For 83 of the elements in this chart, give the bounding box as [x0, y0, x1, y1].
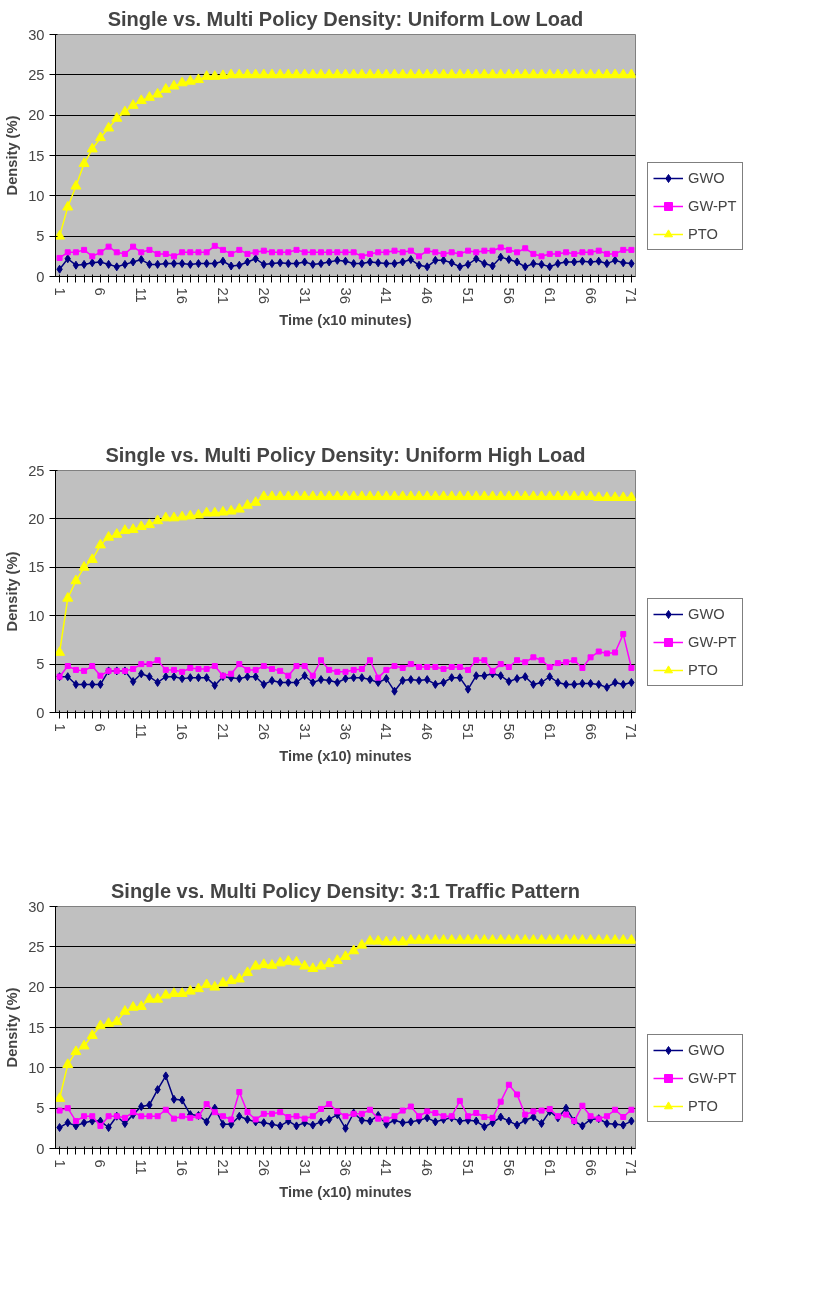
x-tick-label: 41 — [378, 1159, 395, 1176]
y-tick-label: 30 — [28, 26, 45, 43]
y-tick-label: 15 — [28, 1019, 45, 1036]
x-tick-label: 46 — [419, 723, 436, 740]
legend-label: GW-PT — [688, 1070, 737, 1086]
x-tick-label: 6 — [92, 723, 109, 732]
y-axis-title: Density (%) — [4, 551, 21, 632]
x-tick-label: 26 — [255, 723, 272, 740]
y-tick-label: 25 — [28, 938, 45, 955]
y-tick-label: 30 — [28, 898, 45, 915]
x-tick-label: 11 — [133, 287, 150, 303]
x-tick-label: 71 — [623, 723, 640, 740]
y-tick-label: 15 — [28, 559, 45, 576]
x-tick-label: 56 — [500, 723, 517, 740]
x-tick-label: 11 — [133, 723, 150, 739]
y-tick-label: 10 — [28, 187, 45, 204]
x-tick-label: 66 — [582, 723, 599, 740]
x-tick-label: 71 — [623, 287, 640, 304]
x-tick-label: 1 — [51, 723, 68, 732]
y-tick-label: 10 — [28, 1059, 45, 1076]
x-tick-label: 36 — [337, 723, 354, 740]
y-tick-label: 0 — [36, 704, 45, 721]
chart-title: Single vs. Multi Policy Density: 3:1 Traffic Pattern — [110, 879, 581, 902]
x-tick-label: 46 — [419, 287, 436, 304]
y-tick-label: 20 — [28, 107, 45, 124]
y-tick-label: 20 — [28, 510, 45, 527]
x-tick-label: 26 — [255, 287, 272, 304]
x-tick-label: 56 — [500, 287, 517, 304]
x-tick-label: 46 — [419, 1159, 436, 1176]
x-tick-label: 51 — [460, 287, 477, 304]
x-tick-label: 56 — [500, 1159, 517, 1176]
y-tick-label: 15 — [28, 147, 45, 164]
y-axis-title: Density (%) — [4, 987, 21, 1068]
legend-label: GWO — [688, 1042, 725, 1058]
x-tick-label: 51 — [460, 1159, 477, 1176]
x-tick-label: 36 — [337, 1159, 354, 1176]
x-tick-label: 71 — [623, 1159, 640, 1176]
x-tick-label: 31 — [296, 723, 313, 740]
x-tick-label: 21 — [214, 723, 231, 740]
x-tick-label: 36 — [337, 287, 354, 304]
x-tick-label: 66 — [582, 287, 599, 304]
x-tick-label: 61 — [541, 1159, 558, 1176]
x-tick-label: 16 — [174, 287, 191, 304]
y-tick-label: 0 — [36, 268, 45, 285]
legend-label: GW-PT — [688, 634, 737, 650]
x-tick-label: 11 — [133, 1159, 150, 1175]
y-tick-label: 20 — [28, 979, 45, 996]
legend-label: PTO — [688, 226, 718, 242]
x-tick-label: 26 — [255, 1159, 272, 1176]
legend-label: GWO — [688, 170, 725, 186]
x-axis-title: Time (x10 minutes) — [279, 311, 412, 328]
y-tick-label: 5 — [36, 656, 45, 673]
legend-label: GW-PT — [688, 198, 737, 214]
x-tick-label: 6 — [92, 1159, 109, 1168]
x-tick-label: 1 — [51, 287, 68, 296]
x-tick-label: 21 — [214, 1159, 231, 1176]
x-tick-label: 66 — [582, 1159, 599, 1176]
y-tick-label: 10 — [28, 607, 45, 624]
y-tick-label: 5 — [36, 1100, 45, 1117]
chart-title: Single vs. Multi Policy Density: Uniform Low Load — [107, 7, 584, 30]
x-tick-label: 1 — [51, 1159, 68, 1168]
x-tick-label: 61 — [541, 287, 558, 304]
x-tick-label: 16 — [174, 1159, 191, 1176]
x-tick-label: 51 — [460, 723, 477, 740]
x-tick-label: 31 — [296, 1159, 313, 1176]
x-axis-title: Time (x10) minutes — [279, 747, 412, 764]
x-tick-label: 21 — [214, 287, 231, 304]
x-tick-label: 6 — [92, 287, 109, 296]
x-tick-label: 61 — [541, 723, 558, 740]
x-tick-label: 41 — [378, 723, 395, 740]
legend-label: GWO — [688, 606, 725, 622]
x-axis-title: Time (x10) minutes — [279, 1183, 412, 1200]
y-tick-label: 25 — [28, 462, 45, 479]
x-tick-label: 16 — [174, 723, 191, 740]
x-tick-label: 31 — [296, 287, 313, 304]
legend-label: PTO — [688, 1098, 718, 1114]
y-tick-label: 0 — [36, 1140, 45, 1157]
chart-title: Single vs. Multi Policy Density: Uniform High Load — [105, 443, 586, 466]
x-tick-label: 41 — [378, 287, 395, 304]
y-tick-label: 5 — [36, 228, 45, 245]
y-axis-title: Density (%) — [4, 115, 21, 196]
y-tick-label: 25 — [28, 66, 45, 83]
legend-label: PTO — [688, 662, 718, 678]
